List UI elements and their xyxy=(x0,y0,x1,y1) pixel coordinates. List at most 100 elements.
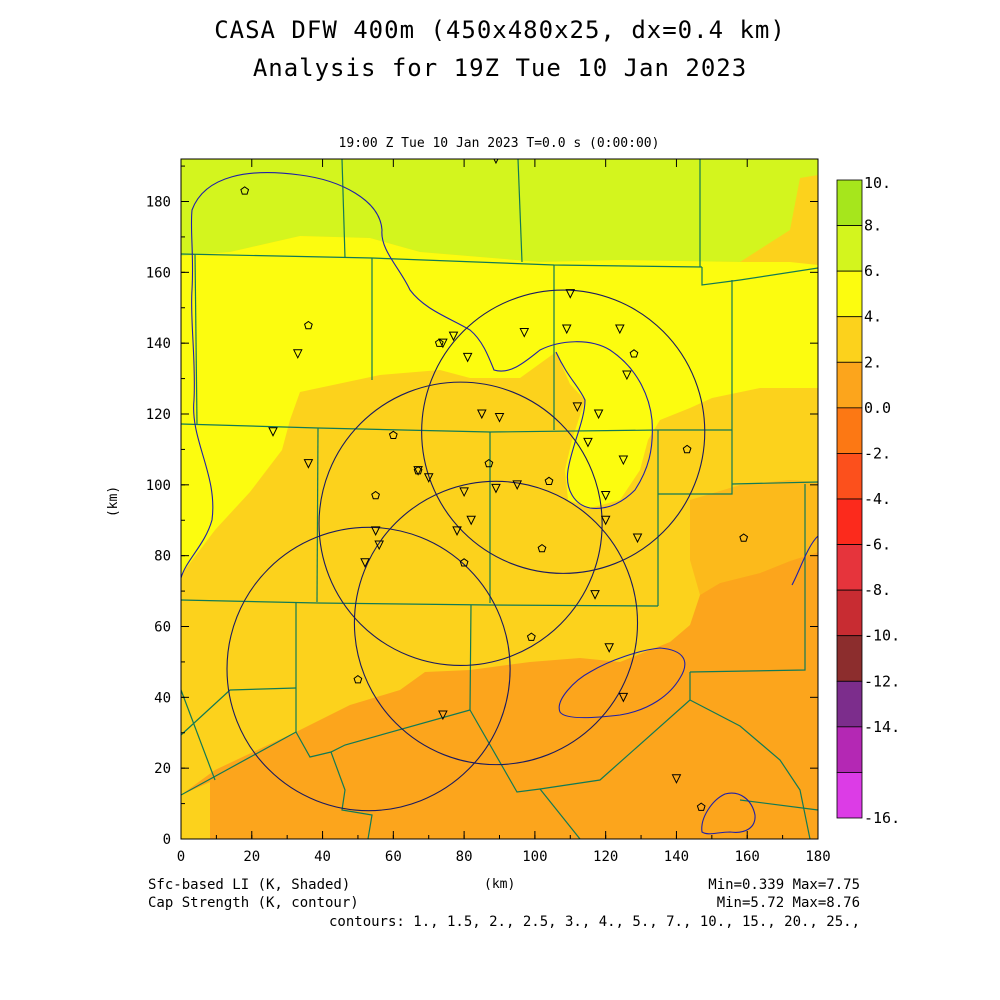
colorbar-swatch xyxy=(836,726,863,773)
station-pentagon xyxy=(682,444,692,454)
station-triangle xyxy=(459,487,469,498)
station-triangle xyxy=(370,526,381,536)
colorbar-swatch xyxy=(836,453,863,500)
station-triangle xyxy=(494,413,505,423)
colorbar-label: -2. xyxy=(864,444,891,462)
station-triangle xyxy=(604,643,615,653)
station-pentagon xyxy=(434,338,444,347)
y-tick-label: 40 xyxy=(154,690,171,706)
station-triangle xyxy=(360,558,370,568)
station-triangle xyxy=(438,710,448,721)
li-shading-0to2 xyxy=(181,552,818,839)
y-tick-label: 80 xyxy=(154,549,171,565)
li-shading-6to8 xyxy=(181,159,818,262)
station-triangle xyxy=(593,409,604,420)
station-triangle xyxy=(561,324,572,335)
station-triangle xyxy=(671,774,682,784)
station-pentagon xyxy=(413,466,423,475)
station-triangle xyxy=(512,480,523,490)
colorbar-swatch xyxy=(836,498,863,545)
x-tick-label: 100 xyxy=(522,849,547,865)
station-pentagon xyxy=(696,802,706,811)
station-triangle xyxy=(583,437,593,448)
colorbar-swatch xyxy=(836,680,863,728)
station-triangle xyxy=(590,590,600,600)
footer-contours: contours: 1., 1.5, 2., 2.5, 3., 4., 5., … xyxy=(328,914,860,930)
y-tick-label: 140 xyxy=(146,336,171,352)
colorbar-swatch xyxy=(836,361,863,409)
station-pentagon xyxy=(353,674,363,684)
radar-range-rings xyxy=(226,289,706,812)
colorbar-swatch xyxy=(836,589,863,637)
colorbar-label: -14. xyxy=(864,718,900,736)
station-triangle xyxy=(632,533,643,544)
station-pentagon xyxy=(544,476,554,485)
colorbar-swatch xyxy=(836,225,863,272)
y-tick-label: 180 xyxy=(146,195,171,211)
station-triangle xyxy=(476,409,487,420)
station-pentagon xyxy=(629,349,639,358)
x-tick-label: 60 xyxy=(385,849,402,865)
station-pentagon xyxy=(459,558,469,567)
x-tick-label: 80 xyxy=(456,849,473,865)
station-pentagon xyxy=(484,458,494,468)
station-triangle xyxy=(462,352,473,363)
y-tick-label: 160 xyxy=(146,265,171,281)
li-shading-0to2-east xyxy=(690,480,818,595)
colorbar-label: -4. xyxy=(864,490,891,508)
x-tick-label: 40 xyxy=(314,849,331,865)
station-triangle xyxy=(374,540,384,551)
y-tick-label: 100 xyxy=(146,478,171,494)
colorbar-label: 4. xyxy=(864,308,882,326)
station-pentagon xyxy=(526,632,536,641)
colorbar-label: 6. xyxy=(864,262,882,280)
chart-title-line2: Analysis for 19Z Tue 10 Jan 2023 xyxy=(252,54,748,82)
station-triangle xyxy=(618,692,629,703)
station-triangle xyxy=(572,402,583,413)
colorbar-label: -12. xyxy=(864,672,900,690)
radar-ring xyxy=(318,381,603,667)
station-triangle xyxy=(600,490,611,501)
colorbar-swatch xyxy=(836,544,863,591)
colorbar-label: -16. xyxy=(864,809,900,827)
x-tick-label: 0 xyxy=(177,849,185,865)
y-tick-label: 20 xyxy=(154,761,171,777)
radar-ring xyxy=(226,526,511,812)
x-tick-label: 20 xyxy=(243,849,260,865)
colorbar-label: -10. xyxy=(864,627,900,645)
station-pentagon xyxy=(388,430,398,439)
y-axis-label: (km) xyxy=(106,485,122,518)
station-triangle xyxy=(452,526,462,536)
station-triangle xyxy=(491,483,501,494)
colorbar-swatch xyxy=(836,316,863,363)
station-triangle xyxy=(622,370,632,381)
station-triangle xyxy=(519,328,530,338)
station-pentagon xyxy=(304,320,313,330)
triangle-station-markers xyxy=(268,159,682,784)
colorbar-label: -6. xyxy=(864,536,891,554)
x-tick-label: 140 xyxy=(664,849,689,865)
x-tick-label: 120 xyxy=(593,849,618,865)
county-boundaries xyxy=(181,159,818,839)
cap-strength-contours xyxy=(181,172,818,835)
colorbar-swatch xyxy=(836,270,863,318)
colorbar-label: -8. xyxy=(864,581,891,599)
footer-left-line1: Sfc-based LI (K, Shaded) xyxy=(148,877,351,893)
station-triangle xyxy=(292,349,303,359)
colorbar-swatch xyxy=(836,407,863,454)
station-triangle xyxy=(268,427,278,437)
x-axis-label: (km) xyxy=(484,877,516,892)
footer-right-line1: Min=0.339 Max=7.75 xyxy=(708,877,860,893)
pentagon-station-markers xyxy=(240,186,749,811)
y-tick-label: 0 xyxy=(163,832,171,848)
station-pentagon xyxy=(240,186,250,195)
radar-ring xyxy=(421,289,706,574)
y-tick-label: 120 xyxy=(146,407,171,423)
footer-left-line2: Cap Strength (K, contour) xyxy=(148,895,359,911)
station-pentagon xyxy=(739,533,749,542)
colorbar-label: 2. xyxy=(864,353,882,371)
station-triangle xyxy=(423,473,434,483)
station-triangle xyxy=(448,331,459,342)
x-tick-label: 180 xyxy=(805,849,830,865)
station-triangle xyxy=(466,515,476,526)
